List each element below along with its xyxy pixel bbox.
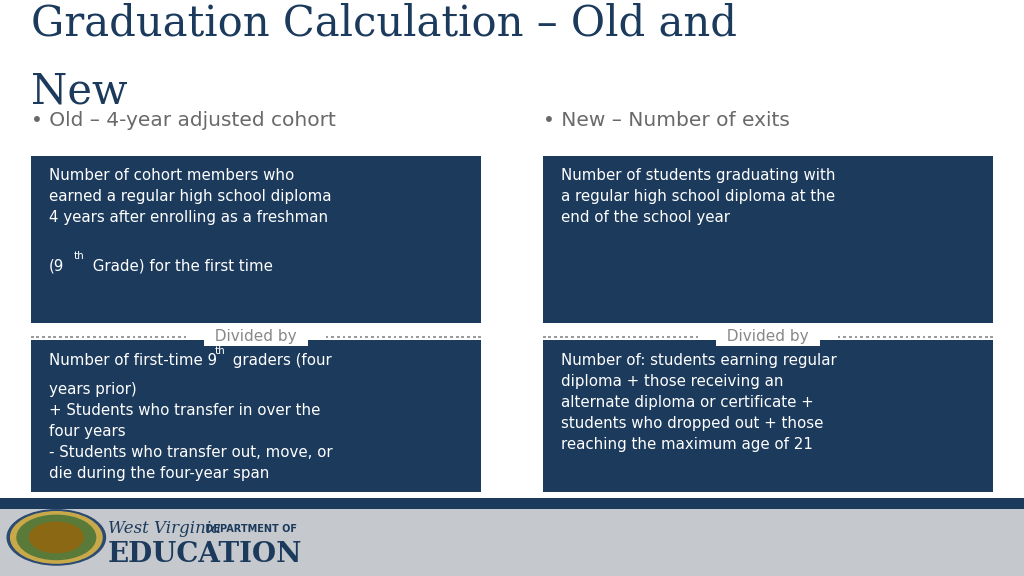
FancyBboxPatch shape (0, 498, 1024, 576)
Text: Number of cohort members who
earned a regular high school diploma
4 years after : Number of cohort members who earned a re… (49, 168, 332, 225)
FancyBboxPatch shape (543, 156, 993, 323)
Text: Number of students graduating with
a regular high school diploma at the
end of t: Number of students graduating with a reg… (561, 168, 836, 225)
Text: • Old – 4-year adjusted cohort: • Old – 4-year adjusted cohort (31, 111, 336, 130)
Text: Grade) for the first time: Grade) for the first time (88, 258, 273, 273)
Text: Number of: students earning regular
diploma + those receiving an
alternate diplo: Number of: students earning regular dipl… (561, 353, 837, 452)
FancyBboxPatch shape (543, 340, 993, 492)
Circle shape (7, 510, 105, 565)
Text: DEPARTMENT OF: DEPARTMENT OF (202, 524, 297, 534)
Circle shape (30, 522, 83, 552)
Text: (9: (9 (49, 258, 65, 273)
Text: th: th (215, 346, 225, 355)
Text: Number of first-time 9: Number of first-time 9 (49, 353, 217, 367)
Text: years prior)
+ Students who transfer in over the
four years
- Students who trans: years prior) + Students who transfer in … (49, 382, 333, 482)
Text: graders (four: graders (four (228, 353, 332, 367)
Circle shape (10, 511, 102, 563)
Text: th: th (74, 251, 84, 261)
Text: • New – Number of exits: • New – Number of exits (543, 111, 790, 130)
Circle shape (17, 516, 95, 559)
FancyBboxPatch shape (31, 156, 481, 323)
Text: Divided by: Divided by (206, 329, 306, 344)
Text: EDUCATION: EDUCATION (108, 541, 302, 567)
Text: Graduation Calculation – Old and: Graduation Calculation – Old and (31, 3, 736, 45)
Text: New: New (31, 70, 127, 112)
FancyBboxPatch shape (31, 340, 481, 492)
Text: West Virginia: West Virginia (108, 520, 220, 537)
FancyBboxPatch shape (0, 498, 1024, 509)
Text: Divided by: Divided by (718, 329, 818, 344)
